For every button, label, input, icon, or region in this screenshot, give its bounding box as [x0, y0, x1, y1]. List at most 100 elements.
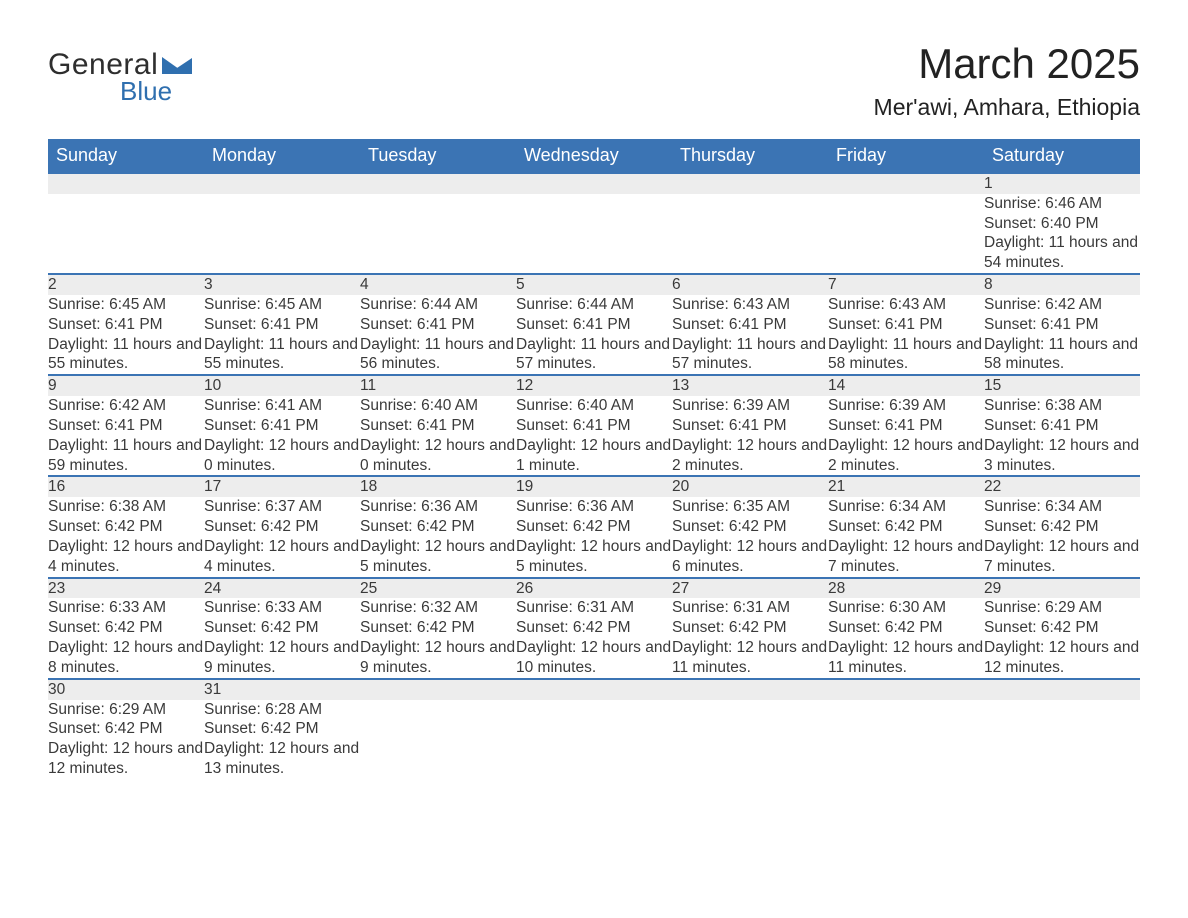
empty-cell [516, 700, 672, 779]
day-number: 15 [984, 375, 1140, 396]
day-number: 4 [360, 274, 516, 295]
day-number: 21 [828, 476, 984, 497]
empty-daynum [204, 173, 360, 194]
day-cell: Sunrise: 6:42 AMSunset: 6:41 PMDaylight:… [48, 396, 204, 476]
sunrise-line: Sunrise: 6:29 AM [984, 598, 1140, 618]
day-cell: Sunrise: 6:32 AMSunset: 6:42 PMDaylight:… [360, 598, 516, 678]
day-cell: Sunrise: 6:39 AMSunset: 6:41 PMDaylight:… [672, 396, 828, 476]
sunset-line: Sunset: 6:42 PM [828, 618, 984, 638]
brand-logo: General Blue [48, 48, 196, 107]
sunset-line: Sunset: 6:41 PM [984, 315, 1140, 335]
day-number: 24 [204, 578, 360, 599]
sunrise-line: Sunrise: 6:39 AM [672, 396, 828, 416]
sunrise-line: Sunrise: 6:31 AM [516, 598, 672, 618]
day-number: 26 [516, 578, 672, 599]
weekday-header: Tuesday [360, 139, 516, 173]
sunset-line: Sunset: 6:42 PM [360, 618, 516, 638]
sunrise-line: Sunrise: 6:33 AM [48, 598, 204, 618]
sunrise-line: Sunrise: 6:38 AM [984, 396, 1140, 416]
sunrise-line: Sunrise: 6:33 AM [204, 598, 360, 618]
empty-daynum [360, 173, 516, 194]
sunset-line: Sunset: 6:41 PM [360, 315, 516, 335]
weekday-header: Saturday [984, 139, 1140, 173]
sunrise-line: Sunrise: 6:42 AM [48, 396, 204, 416]
day-number: 29 [984, 578, 1140, 599]
day-cell: Sunrise: 6:34 AMSunset: 6:42 PMDaylight:… [828, 497, 984, 577]
sunrise-line: Sunrise: 6:34 AM [984, 497, 1140, 517]
sunset-line: Sunset: 6:42 PM [984, 618, 1140, 638]
day-cell: Sunrise: 6:44 AMSunset: 6:41 PMDaylight:… [516, 295, 672, 375]
day-number: 10 [204, 375, 360, 396]
daylight-line: Daylight: 11 hours and 58 minutes. [828, 335, 984, 375]
day-number-row: 23242526272829 [48, 578, 1140, 599]
empty-cell [672, 194, 828, 274]
day-number: 23 [48, 578, 204, 599]
day-cell: Sunrise: 6:45 AMSunset: 6:41 PMDaylight:… [48, 295, 204, 375]
daylight-line: Daylight: 12 hours and 11 minutes. [672, 638, 828, 678]
daylight-line: Daylight: 11 hours and 54 minutes. [984, 233, 1140, 273]
daylight-line: Daylight: 11 hours and 55 minutes. [204, 335, 360, 375]
day-cell: Sunrise: 6:42 AMSunset: 6:41 PMDaylight:… [984, 295, 1140, 375]
empty-cell [516, 194, 672, 274]
daylight-line: Daylight: 12 hours and 7 minutes. [828, 537, 984, 577]
day-number: 6 [672, 274, 828, 295]
daylight-line: Daylight: 12 hours and 2 minutes. [672, 436, 828, 476]
daylight-line: Daylight: 12 hours and 12 minutes. [984, 638, 1140, 678]
daylight-line: Daylight: 12 hours and 12 minutes. [48, 739, 204, 779]
sunrise-line: Sunrise: 6:30 AM [828, 598, 984, 618]
daylight-line: Daylight: 12 hours and 0 minutes. [204, 436, 360, 476]
day-number: 14 [828, 375, 984, 396]
daylight-line: Daylight: 12 hours and 11 minutes. [828, 638, 984, 678]
daylight-line: Daylight: 12 hours and 1 minute. [516, 436, 672, 476]
daylight-line: Daylight: 11 hours and 56 minutes. [360, 335, 516, 375]
empty-daynum [672, 173, 828, 194]
sunrise-line: Sunrise: 6:37 AM [204, 497, 360, 517]
day-cell: Sunrise: 6:38 AMSunset: 6:41 PMDaylight:… [984, 396, 1140, 476]
daylight-line: Daylight: 12 hours and 2 minutes. [828, 436, 984, 476]
sunrise-line: Sunrise: 6:43 AM [828, 295, 984, 315]
sunset-line: Sunset: 6:41 PM [204, 416, 360, 436]
day-cell: Sunrise: 6:35 AMSunset: 6:42 PMDaylight:… [672, 497, 828, 577]
sunrise-line: Sunrise: 6:39 AM [828, 396, 984, 416]
day-cell: Sunrise: 6:39 AMSunset: 6:41 PMDaylight:… [828, 396, 984, 476]
empty-cell [828, 194, 984, 274]
day-number-row: 9101112131415 [48, 375, 1140, 396]
brand-word2: Blue [120, 76, 172, 107]
day-number: 13 [672, 375, 828, 396]
day-cell: Sunrise: 6:46 AMSunset: 6:40 PMDaylight:… [984, 194, 1140, 274]
sunrise-line: Sunrise: 6:35 AM [672, 497, 828, 517]
day-number-row: 3031 [48, 679, 1140, 700]
sunrise-line: Sunrise: 6:45 AM [48, 295, 204, 315]
sunset-line: Sunset: 6:41 PM [48, 416, 204, 436]
day-number: 11 [360, 375, 516, 396]
month-title: March 2025 [874, 40, 1140, 88]
sunset-line: Sunset: 6:41 PM [828, 315, 984, 335]
sunset-line: Sunset: 6:42 PM [48, 517, 204, 537]
day-cell: Sunrise: 6:37 AMSunset: 6:42 PMDaylight:… [204, 497, 360, 577]
day-number: 28 [828, 578, 984, 599]
day-number: 5 [516, 274, 672, 295]
day-number: 8 [984, 274, 1140, 295]
daylight-line: Daylight: 12 hours and 6 minutes. [672, 537, 828, 577]
weekday-header: Monday [204, 139, 360, 173]
sunset-line: Sunset: 6:42 PM [48, 719, 204, 739]
empty-cell [828, 700, 984, 779]
sunset-line: Sunset: 6:41 PM [48, 315, 204, 335]
daylight-line: Daylight: 12 hours and 3 minutes. [984, 436, 1140, 476]
weekday-header-row: SundayMondayTuesdayWednesdayThursdayFrid… [48, 139, 1140, 173]
sunrise-line: Sunrise: 6:28 AM [204, 700, 360, 720]
day-cell: Sunrise: 6:36 AMSunset: 6:42 PMDaylight:… [360, 497, 516, 577]
daylight-line: Daylight: 12 hours and 9 minutes. [204, 638, 360, 678]
empty-daynum [828, 679, 984, 700]
daylight-line: Daylight: 12 hours and 4 minutes. [48, 537, 204, 577]
day-number: 2 [48, 274, 204, 295]
sunset-line: Sunset: 6:41 PM [516, 315, 672, 335]
day-number: 19 [516, 476, 672, 497]
sunrise-line: Sunrise: 6:45 AM [204, 295, 360, 315]
sunset-line: Sunset: 6:42 PM [672, 517, 828, 537]
daylight-line: Daylight: 11 hours and 59 minutes. [48, 436, 204, 476]
sunset-line: Sunset: 6:41 PM [516, 416, 672, 436]
sunset-line: Sunset: 6:41 PM [984, 416, 1140, 436]
day-data-row: Sunrise: 6:38 AMSunset: 6:42 PMDaylight:… [48, 497, 1140, 577]
location-label: Mer'awi, Amhara, Ethiopia [874, 94, 1140, 121]
